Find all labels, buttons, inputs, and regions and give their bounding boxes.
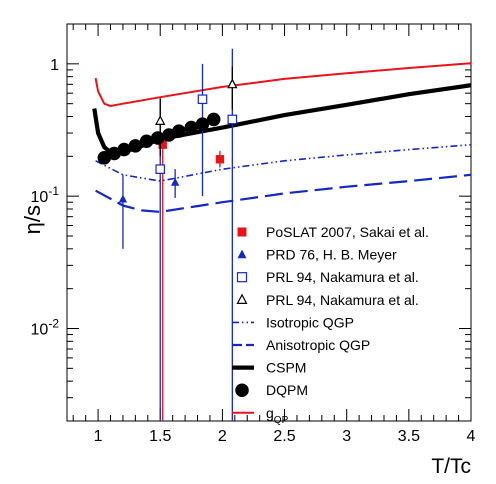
series-line-isotropic-qgp <box>95 143 471 182</box>
y-axis-label: η/s <box>20 205 45 234</box>
y-axis-ticks: 10-2 10-1 1 <box>31 23 471 422</box>
x-axis-label: T/Tc <box>431 455 471 478</box>
data-point <box>158 140 167 149</box>
legend-label: PRL 94, Nakamura et al. <box>266 269 419 285</box>
x-tick-label: 4 <box>467 428 476 445</box>
data-point <box>195 117 210 131</box>
x-axis-ticks: 1 1.5 2 2.5 3 3.5 4 <box>72 24 476 445</box>
x-tick-label: 3.5 <box>398 428 420 445</box>
legend-label: CSPM <box>266 360 306 376</box>
x-tick-label: 1 <box>94 428 103 445</box>
legend-marker <box>237 227 247 237</box>
series-layer <box>92 48 471 421</box>
data-point <box>227 114 238 125</box>
series-line-g <box>94 62 471 107</box>
data-point <box>155 115 166 125</box>
x-tick-label: 2.5 <box>273 428 295 445</box>
x-tick-label: 2 <box>218 428 227 445</box>
legend-marker <box>236 293 248 304</box>
data-point <box>206 112 221 127</box>
data-point <box>197 94 208 105</box>
y-tick-label: 10-2 <box>31 317 60 339</box>
x-tick-label: 3 <box>342 428 351 445</box>
data-point <box>170 177 180 186</box>
legend-label: Isotropic QGP <box>266 314 354 330</box>
data-point <box>118 194 128 203</box>
y-tick-label: 10-1 <box>31 184 60 206</box>
legend-marker <box>237 249 247 259</box>
data-point <box>128 139 143 153</box>
legend-label: PRL 94, Nakamura et al. <box>266 292 419 308</box>
y-tick-label: 1 <box>50 57 59 74</box>
legend-marker <box>236 272 248 283</box>
legend-marker <box>235 383 249 397</box>
plot-frame <box>66 23 472 422</box>
data-point <box>117 142 131 157</box>
legend-label: PoSLAT 2007, Sakai et al. <box>266 224 429 240</box>
legend: PoSLAT 2007, Sakai et al. PRD 76, H. B. M… <box>232 224 429 426</box>
data-point <box>184 120 199 135</box>
series-line-anisotropic-qgp <box>95 173 471 213</box>
data-point <box>139 134 154 149</box>
x-tick-label: 1.5 <box>149 428 171 445</box>
legend-label: PRD 76, H. B. Meyer <box>266 247 397 263</box>
data-point <box>172 124 186 138</box>
legend-label: Anisotropic QGP <box>266 337 370 353</box>
data-point <box>150 131 165 145</box>
data-point <box>215 155 225 164</box>
data-point <box>227 78 238 89</box>
data-point <box>155 164 166 174</box>
legend-label: DQPM <box>266 382 308 398</box>
legend-label: gQP <box>266 405 289 426</box>
